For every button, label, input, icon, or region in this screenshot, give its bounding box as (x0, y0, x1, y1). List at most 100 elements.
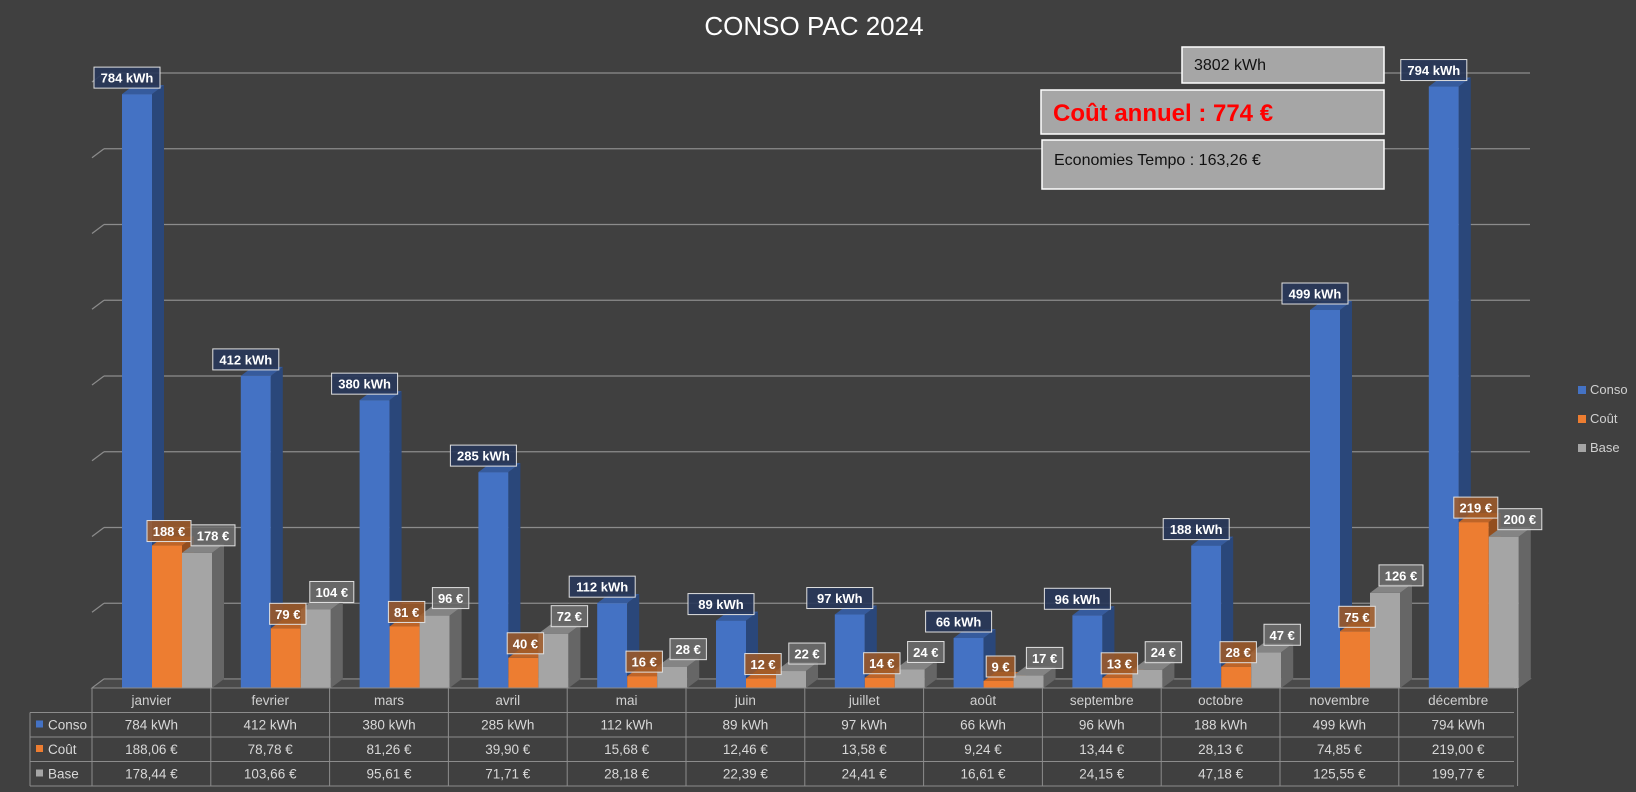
data-label-cot-6: 14 € (863, 652, 901, 675)
gridline-depth (91, 602, 105, 613)
data-label-box (331, 372, 399, 395)
data-label-text: 96 kWh (1055, 592, 1101, 607)
data-label-text: 28 € (676, 642, 701, 657)
bar-base-1 (300, 600, 343, 688)
data-label-box (449, 444, 517, 467)
table-category-6: juillet (848, 693, 880, 708)
legend-swatch (1578, 415, 1586, 423)
data-label-box (93, 66, 161, 89)
bar-front (1340, 631, 1370, 688)
table-cell: 24,15 € (1079, 767, 1125, 782)
data-label-text: 24 € (913, 645, 938, 660)
table-cell: 188,06 € (125, 742, 178, 757)
bar-front (983, 681, 1014, 688)
bar-front (508, 657, 539, 688)
data-label-text: 96 € (438, 591, 463, 606)
data-label-cot-7: 9 € (985, 655, 1016, 678)
legend-item-base: Base (1578, 440, 1620, 455)
data-label-base-10: 126 € (1378, 564, 1424, 587)
table-category-5: juin (734, 693, 756, 708)
bar-front (1221, 666, 1252, 688)
data-label-box (1400, 59, 1468, 82)
data-label-text: 28 € (1226, 645, 1251, 660)
data-label-text: 40 € (513, 636, 538, 651)
data-label-box (387, 600, 426, 623)
legend-label: Conso (1590, 382, 1628, 397)
bar-front (1488, 536, 1519, 688)
bar-front (597, 603, 628, 688)
data-label-base-7: 17 € (1025, 646, 1064, 669)
bar-side (1162, 660, 1175, 688)
data-label-text: 499 kWh (1289, 287, 1342, 302)
bar-side (924, 660, 937, 688)
bar-front (1132, 669, 1163, 688)
data-label-text: 784 kWh (101, 71, 154, 86)
data-label-text: 9 € (992, 660, 1010, 675)
bar-front (182, 552, 212, 688)
table-series-name: Coût (48, 742, 77, 757)
table-category-0: janvier (131, 693, 172, 708)
data-label-text: 97 kWh (817, 591, 863, 606)
table-cell: 12,46 € (723, 742, 769, 757)
data-label-box (925, 610, 993, 633)
table-category-8: septembre (1070, 693, 1134, 708)
data-label-base-9: 47 € (1263, 623, 1301, 646)
data-label-base-1: 104 € (309, 580, 355, 603)
bar-front (1428, 86, 1459, 689)
table-cell: 13,44 € (1079, 742, 1125, 757)
data-label-text: 219 € (1460, 501, 1493, 516)
table-category-1: fevrier (251, 693, 289, 708)
data-label-conso-9: 188 kWh (1162, 518, 1230, 541)
data-label-text: 380 kWh (338, 377, 391, 392)
data-label-box (190, 524, 236, 547)
data-table: janvier fevrier mars avril mai juin juillet aoû… (29, 687, 1519, 787)
table-series-name: Conso (48, 718, 87, 733)
table-cell: 28,13 € (1198, 742, 1244, 757)
data-label-text: 104 € (316, 585, 349, 600)
table-cell: 71,71 € (485, 767, 531, 782)
gridline-depth (91, 375, 105, 386)
data-label-text: 17 € (1032, 651, 1057, 666)
data-label-box (1025, 646, 1064, 669)
data-label-base-2: 96 € (431, 587, 470, 610)
data-label-cot-0: 188 € (146, 520, 192, 543)
data-label-box (506, 632, 545, 655)
table-cell: 81,26 € (366, 742, 412, 757)
data-label-conso-3: 285 kWh (449, 444, 517, 467)
data-label-box (788, 642, 826, 665)
table-cell: 96 kWh (1079, 718, 1125, 733)
data-label-base-5: 22 € (788, 642, 826, 665)
table-cell: 412 kWh (244, 718, 297, 733)
data-label-box (1378, 564, 1424, 587)
table-category-9: octobre (1198, 693, 1243, 708)
gridline-depth (91, 148, 105, 159)
savings-text: Economies Tempo : 163,26 € (1054, 152, 1261, 169)
data-label-text: 16 € (632, 655, 657, 670)
legend-item-cot: Coût (1578, 411, 1618, 426)
bar-front (657, 666, 688, 688)
data-label-conso-8: 96 kWh (1043, 587, 1111, 610)
bar-base-7 (1013, 666, 1056, 688)
bar-front (746, 678, 776, 688)
gridline-depth (91, 527, 105, 537)
data-label-cot-8: 13 € (1100, 652, 1139, 675)
savings-box: Economies Tempo : 163,26 € (1041, 139, 1385, 190)
bar-base-9 (1251, 643, 1294, 688)
total-box: 3802 kWh (1181, 46, 1385, 84)
bar-front (716, 620, 746, 688)
data-label-cot-9: 28 € (1219, 641, 1257, 664)
data-label-conso-6: 97 kWh (806, 587, 874, 610)
bar-base-2 (419, 606, 462, 688)
bar-base-3 (538, 624, 581, 688)
bar-side (1400, 583, 1412, 688)
bar-side (687, 657, 700, 688)
data-label-conso-4: 112 kWh (568, 575, 636, 598)
table-cell: 285 kWh (481, 718, 534, 733)
bar-base-11 (1488, 527, 1531, 688)
legend-item-conso: Conso (1578, 382, 1628, 397)
bar-front (1102, 677, 1133, 688)
annual-cost-text: Coût annuel : 774 € (1053, 100, 1273, 127)
data-label-cot-11: 219 € (1453, 496, 1499, 519)
data-label-text: 89 kWh (698, 597, 744, 612)
legend-label: Base (1590, 440, 1620, 455)
